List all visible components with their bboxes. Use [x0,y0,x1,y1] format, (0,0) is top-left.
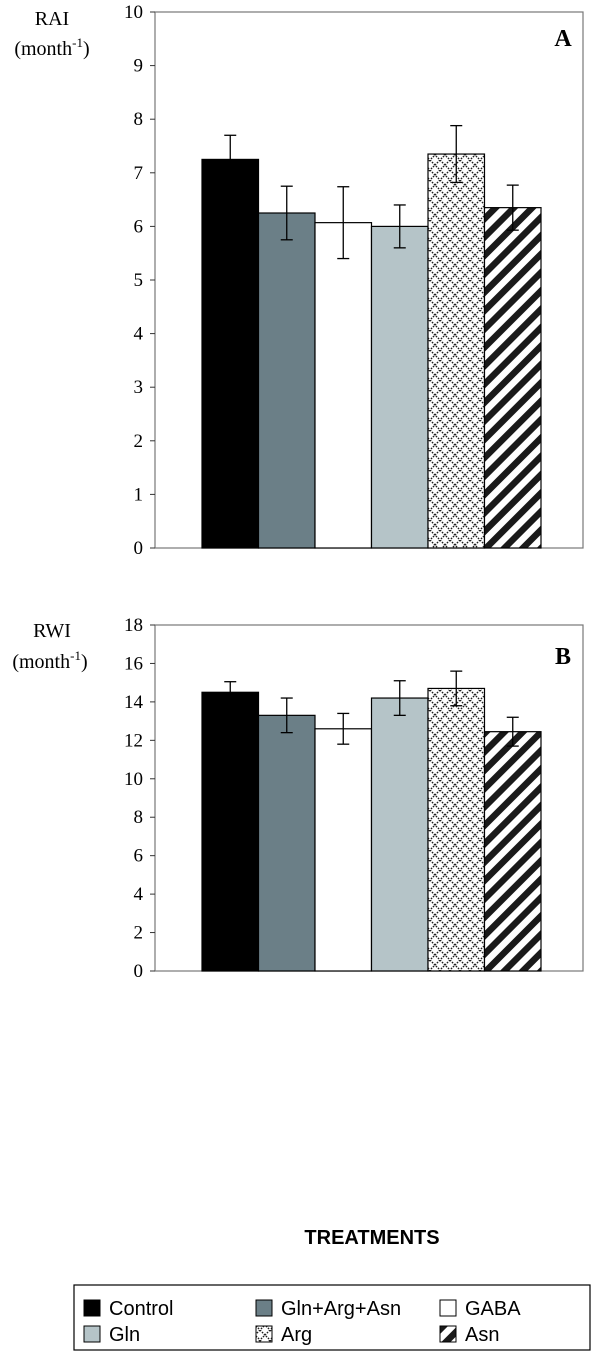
panel-b-ytick-label: 12 [124,730,143,751]
panel-b-ytick-label: 4 [134,884,144,905]
panel-b-label: B [555,644,571,670]
panel-b-ytick-label: 18 [124,615,143,636]
panel-b-ylabel-line2: (month-1) [12,648,87,673]
panel-b-ylabel-unit: (month [12,651,70,673]
panel-b-bar-asn [483,731,542,972]
panel-a-ylabel-line1: RAI [35,8,69,30]
panel-a-ytick-label: 7 [134,163,144,184]
panel-a-ytick-label: 3 [134,377,144,398]
legend-swatch-gln-arg-asn [255,1299,273,1317]
panel-b-ytick-label: 10 [124,769,143,790]
legend-label-gln: Gln [109,1324,140,1346]
panel-b-bar-arg [427,687,486,972]
panel-a-ylabel-unit: (month [14,38,72,60]
panel-b-plot: 0 2 4 6 8 10 12 14 16 18 [124,615,584,982]
panel-b-ytick-label: 16 [124,653,143,674]
panel-a-plot: 0 1 2 3 4 5 6 7 8 9 10 [124,2,584,559]
panel-a-ytick-label: 2 [134,431,144,452]
panel-a-ytick-label: 4 [134,324,144,345]
legend-swatch-gaba [439,1299,457,1317]
legend-label-gaba: GABA [465,1298,521,1320]
panel-a-ytick-label: 6 [134,216,144,237]
panel-a-ytick-label: 8 [134,109,144,130]
panel-a-bar-control [201,158,260,549]
panel-b-ytick-label: 0 [134,961,144,982]
legend-label-asn: Asn [465,1324,499,1346]
legend-box [73,1284,591,1351]
panel-b-bar-control [201,691,260,972]
panel-a-ylabel-sup: -1 [72,35,83,50]
panel-b-bar-gln [370,697,429,972]
legend-label-control: Control [109,1298,173,1320]
panel-b-ytick-label: 14 [124,692,144,713]
panel-b-ylabel-close: ) [81,651,88,673]
panel-a-ylabel-close: ) [83,38,90,60]
panel-a-ytick-label: 0 [134,538,144,559]
legend-swatch-asn [439,1325,457,1343]
panel-a-bar-gaba [314,222,373,549]
panel-a-bar-gln-arg-asn [257,212,316,549]
panel-a-ytick-label: 5 [134,270,144,291]
panel-b-ylabel-sup: -1 [70,648,81,663]
panel-a-ytick-label: 10 [124,2,143,23]
legend-items: Control Gln+Arg+Asn GABA Gln Arg Asn [83,1298,521,1346]
legend-label-gln-arg-asn: Gln+Arg+Asn [281,1298,401,1320]
panel-b-ylabel-line1: RWI [33,620,71,642]
legend-swatch-gln [83,1325,101,1343]
panel-b-ytick-label: 8 [134,807,144,828]
panel-a-bar-asn [483,207,542,549]
x-axis-title: TREATMENTS [304,1227,439,1249]
panel-a-ytick-label: 1 [134,484,144,505]
panel-a-ylabel-line2: (month-1) [14,35,89,60]
panel-a-ytick-label: 9 [134,56,144,77]
panel-b-ytick-label: 6 [134,846,144,867]
legend-swatch-control [83,1299,101,1317]
panel-a-label: A [554,26,572,52]
panel-a-bar-gln [370,225,429,549]
legend-label-arg: Arg [281,1324,312,1346]
panel-a-bar-arg [427,153,486,549]
panel-b-bar-gaba [314,728,373,972]
legend-swatch-arg [255,1325,273,1343]
panel-b-bar-gln-arg-asn [257,714,316,972]
panel-b-ytick-label: 2 [134,923,144,944]
